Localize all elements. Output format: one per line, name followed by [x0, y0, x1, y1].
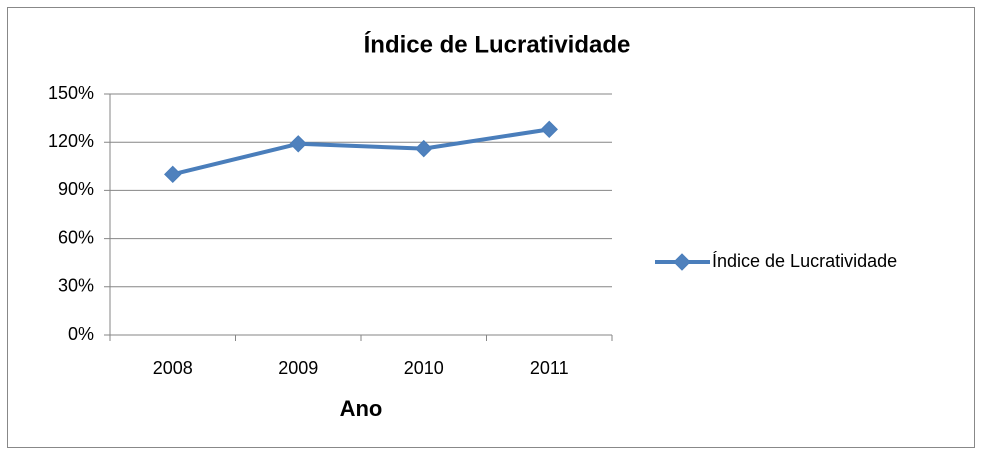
data-line — [172, 127, 550, 177]
y-tick-label: 30% — [58, 276, 94, 296]
chart-frame — [7, 7, 975, 448]
data-point — [415, 139, 433, 158]
legend-label: Índice de Lucratividade — [712, 251, 897, 271]
data-point — [289, 135, 307, 153]
x-tick-label: 2009 — [278, 358, 318, 378]
y-tick-label: 0% — [68, 324, 94, 344]
x-tick-label: 2010 — [404, 358, 444, 378]
chart-title: Índice de Lucratividade — [364, 30, 631, 58]
data-point — [540, 120, 558, 139]
y-tick-label: 90% — [58, 179, 94, 199]
x-tick-label: 2008 — [153, 358, 193, 378]
legend-marker — [673, 253, 691, 271]
y-tick-label: 120% — [48, 131, 94, 151]
y-tick-label: 60% — [58, 227, 94, 247]
x-tick-label: 2011 — [530, 358, 569, 378]
y-tick-label: 150% — [48, 83, 94, 103]
x-axis-label: Ano — [340, 396, 383, 421]
data-point — [164, 165, 182, 184]
